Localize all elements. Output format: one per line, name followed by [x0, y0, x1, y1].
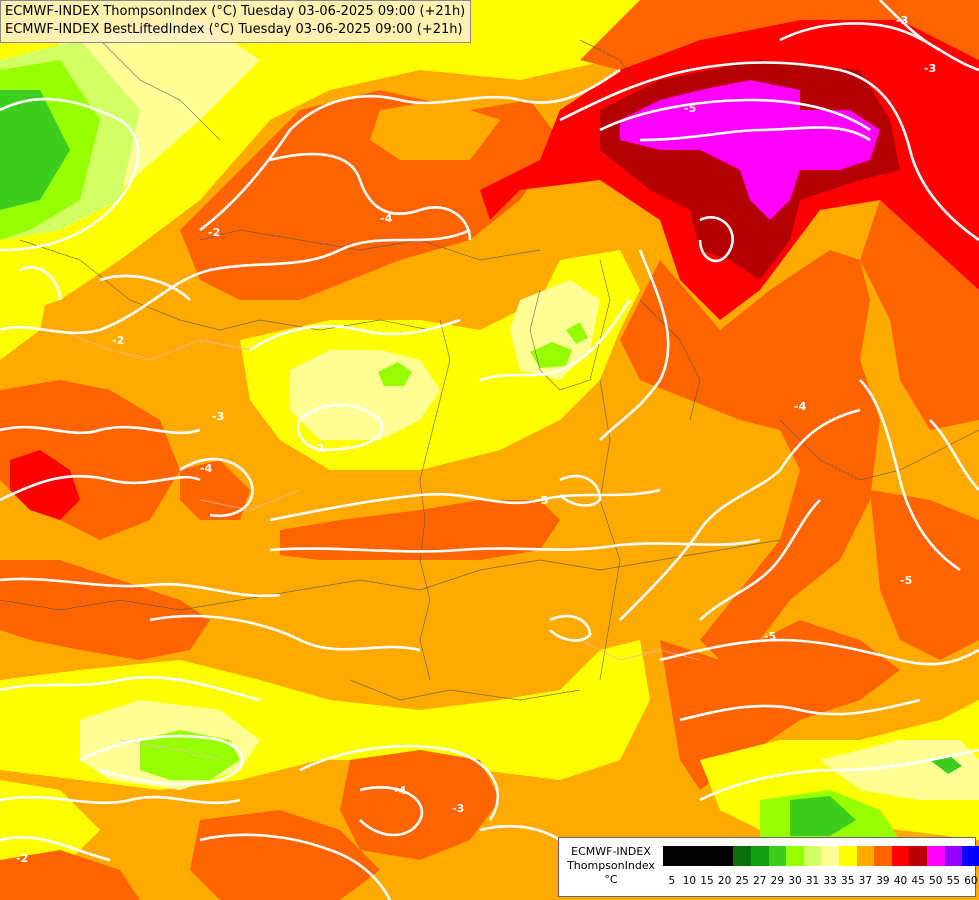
contour-labels: -2 -3 -4 -5 -2 -3 -4 -5 -2 -3 -4 -5 -2 -… [16, 14, 936, 865]
legend-swatch [838, 846, 857, 866]
legend-unit: °C [604, 873, 618, 886]
legend-tick-label: 50 [929, 875, 943, 887]
field-green-se2 [930, 756, 962, 774]
legend-tick-label: 35 [841, 875, 855, 887]
legend-swatch [768, 846, 787, 866]
legend-swatch [750, 846, 769, 866]
contour-label: -2 [112, 334, 124, 347]
legend-tick-label: 5 [668, 875, 676, 887]
legend-swatch [821, 846, 839, 866]
legend-tick-label: 33 [823, 875, 837, 887]
legend-swatch [856, 846, 875, 866]
field-orangered-se [870, 490, 979, 660]
contour-label: -5 [536, 494, 548, 507]
contour-label: -3 [452, 802, 464, 815]
legend-label: ECMWF-INDEX ThompsonIndex °C [563, 845, 659, 887]
field-orangered-south2 [190, 810, 380, 900]
field-lightyellow-se [820, 740, 979, 800]
contour-label: -4 [380, 212, 393, 225]
legend-tick-label: 55 [946, 875, 960, 887]
field-orangered-se2 [660, 620, 900, 790]
legend-swatch [786, 846, 804, 866]
color-legend: ECMWF-INDEX ThompsonIndex °C 5 10 15 20 25 27… [558, 837, 979, 897]
borders [0, 39, 979, 761]
legend-swatch [909, 846, 927, 866]
legend-tick-label: 31 [805, 875, 820, 887]
field-orangered-south3 [0, 850, 140, 900]
contour-label: -3 [212, 410, 224, 423]
field-orange-north-inner [370, 100, 500, 160]
legend-tick-label: 45 [911, 875, 925, 887]
title-line-thompson: ECMWF-INDEX ThompsonIndex (°C) Tuesday 0… [5, 4, 466, 19]
field-green-central-b [530, 342, 572, 368]
title-line-bestlifted: ECMWF-INDEX BestLiftedIndex (°C) Tuesday… [5, 22, 463, 37]
legend-tick-label: 25 [735, 875, 749, 887]
contour-label: -2 [16, 852, 28, 865]
field-orangered-ne [580, 0, 979, 70]
legend-model: ECMWF-INDEX [571, 845, 651, 858]
legend-swatch [680, 846, 699, 866]
legend-tick-label: 60 [964, 875, 978, 887]
legend-swatch [926, 846, 945, 866]
field-darkgreen-se [790, 796, 856, 836]
contour-label: -5 [684, 102, 696, 115]
field-green-central-a [378, 362, 412, 386]
contour-label: -2 [208, 226, 220, 239]
legend-swatch [874, 846, 892, 866]
legend-swatch [663, 846, 681, 866]
field-orangered-band [280, 500, 560, 560]
legend-swatch [698, 846, 716, 866]
field-orangered-west2 [180, 460, 250, 520]
contour-label: -5 [764, 630, 776, 643]
legend-tick-label: 40 [893, 875, 908, 887]
legend-tick-label: 37 [858, 875, 873, 887]
field-green-central-c [566, 322, 588, 344]
field-green-south [140, 730, 240, 780]
legend-tick-label: 30 [788, 875, 802, 887]
field-orangered-west3 [0, 560, 210, 660]
contour-label: -4 [794, 400, 807, 413]
legend-tick-label: 15 [700, 875, 714, 887]
legend-swatch [803, 846, 822, 866]
field-red-west [10, 450, 80, 520]
contour-label: -2 [312, 442, 324, 455]
legend-swatch [962, 846, 979, 866]
contour-label: -3 [896, 14, 908, 27]
legend-tick-label: 10 [682, 875, 697, 887]
legend-variable: ThompsonIndex [567, 859, 655, 872]
legend-tick-label: 20 [717, 875, 732, 887]
map-title: ECMWF-INDEX ThompsonIndex (°C) Tuesday 0… [0, 0, 472, 43]
legend-swatches [663, 846, 979, 866]
legend-swatch [944, 846, 963, 866]
field-orangered-east [620, 250, 880, 660]
contour-label: -4 [394, 784, 407, 797]
contour-label: -4 [200, 462, 213, 475]
field-darkgreen-nw [0, 90, 70, 210]
contour-label: -3 [924, 62, 936, 75]
contour-label: -5 [900, 574, 912, 587]
legend-swatch [891, 846, 910, 866]
legend-tick-label: 29 [770, 875, 785, 887]
legend-tick-label: 39 [876, 875, 890, 887]
field-magenta-ne [620, 80, 880, 220]
legend-swatch [733, 846, 751, 866]
legend-tick-label: 27 [753, 875, 767, 887]
field-red-east-edge [860, 200, 979, 430]
legend-ticks: 5 10 15 20 25 27 29 30 31 33 35 37 39 40 45 50 55 60 [663, 875, 979, 889]
legend-swatch [715, 846, 734, 866]
